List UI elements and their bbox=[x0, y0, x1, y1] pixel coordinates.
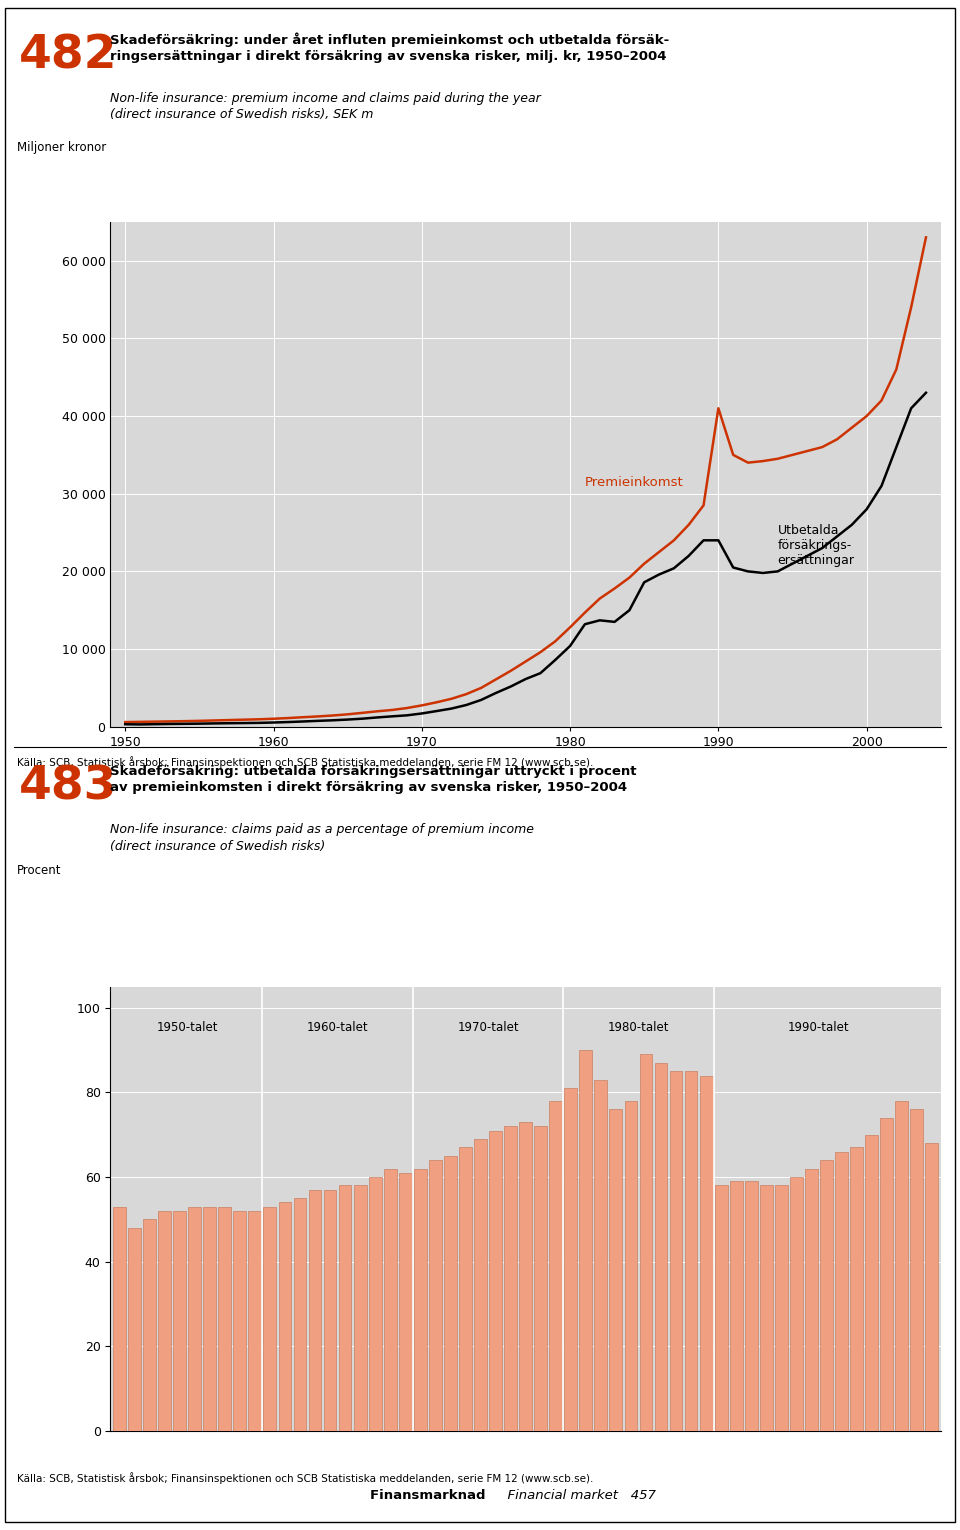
Bar bbox=[519, 1121, 532, 1431]
Text: Utbetalda
försäkrings-
ersättningar: Utbetalda försäkrings- ersättningar bbox=[778, 523, 854, 566]
Bar bbox=[865, 1135, 878, 1431]
Bar bbox=[414, 1169, 426, 1431]
Bar bbox=[353, 1186, 367, 1431]
Text: Skadeförsäkring: under året influten premieinkomst och utbetalda försäk-
ringser: Skadeförsäkring: under året influten pre… bbox=[110, 32, 670, 63]
Bar bbox=[820, 1160, 833, 1431]
Text: 482: 482 bbox=[19, 34, 118, 78]
Bar bbox=[369, 1177, 381, 1431]
Bar bbox=[308, 1190, 322, 1431]
Bar bbox=[745, 1181, 757, 1431]
Bar bbox=[429, 1160, 442, 1431]
Bar bbox=[489, 1131, 502, 1431]
Bar bbox=[730, 1181, 743, 1431]
Bar bbox=[670, 1071, 683, 1431]
Bar bbox=[218, 1207, 231, 1431]
Bar bbox=[158, 1210, 171, 1431]
Bar bbox=[775, 1186, 788, 1431]
Bar bbox=[263, 1207, 276, 1431]
Bar bbox=[715, 1186, 728, 1431]
Bar bbox=[233, 1210, 246, 1431]
Bar bbox=[444, 1155, 457, 1431]
Bar bbox=[128, 1227, 141, 1431]
Bar bbox=[610, 1109, 622, 1431]
Bar bbox=[880, 1118, 893, 1431]
Bar bbox=[700, 1076, 712, 1431]
Text: 1970-talet: 1970-talet bbox=[457, 1021, 518, 1034]
Text: 1960-talet: 1960-talet bbox=[307, 1021, 369, 1034]
Bar bbox=[535, 1126, 547, 1431]
Text: Premieinkomst: Premieinkomst bbox=[585, 476, 684, 490]
Text: Finansmarknad: Finansmarknad bbox=[370, 1490, 499, 1502]
Text: 1980-talet: 1980-talet bbox=[608, 1021, 669, 1034]
Bar bbox=[896, 1102, 908, 1431]
Bar bbox=[549, 1102, 563, 1431]
Bar bbox=[204, 1207, 216, 1431]
Bar bbox=[188, 1207, 201, 1431]
Text: Källa: SCB, Statistisk årsbok; Finansinspektionen och SCB Statistiska meddelande: Källa: SCB, Statistisk årsbok; Finansins… bbox=[17, 1472, 593, 1484]
Bar bbox=[564, 1088, 577, 1431]
Bar bbox=[925, 1143, 938, 1431]
Bar bbox=[249, 1210, 261, 1431]
Text: Financial market   457: Financial market 457 bbox=[499, 1490, 656, 1502]
Bar bbox=[173, 1210, 186, 1431]
Bar bbox=[805, 1169, 818, 1431]
Text: 483: 483 bbox=[19, 765, 117, 809]
Bar bbox=[113, 1207, 126, 1431]
Bar bbox=[504, 1126, 516, 1431]
Bar bbox=[294, 1198, 306, 1431]
Bar bbox=[474, 1138, 487, 1431]
Bar bbox=[384, 1169, 396, 1431]
Text: Källa: SCB, Statistisk årsbok; Finansinspektionen och SCB Statistiska meddelande: Källa: SCB, Statistisk årsbok; Finansins… bbox=[17, 756, 593, 768]
Bar bbox=[339, 1186, 351, 1431]
Bar bbox=[580, 1050, 592, 1431]
Text: 1950-talet: 1950-talet bbox=[156, 1021, 218, 1034]
Bar bbox=[324, 1190, 336, 1431]
Bar bbox=[684, 1071, 698, 1431]
Bar bbox=[835, 1152, 848, 1431]
Bar bbox=[851, 1148, 863, 1431]
Bar bbox=[760, 1186, 773, 1431]
Text: Non-life insurance: premium income and claims paid during the year
(direct insur: Non-life insurance: premium income and c… bbox=[110, 92, 541, 121]
Bar bbox=[790, 1177, 803, 1431]
Bar bbox=[639, 1054, 653, 1431]
Text: 1990-talet: 1990-talet bbox=[788, 1021, 850, 1034]
Text: Non-life insurance: claims paid as a percentage of premium income
(direct insura: Non-life insurance: claims paid as a per… bbox=[110, 823, 535, 852]
Bar bbox=[143, 1219, 156, 1431]
Bar bbox=[459, 1148, 471, 1431]
Text: Miljoner kronor: Miljoner kronor bbox=[17, 141, 107, 153]
Bar bbox=[910, 1109, 924, 1431]
Bar bbox=[625, 1102, 637, 1431]
Bar bbox=[278, 1203, 291, 1431]
Bar bbox=[594, 1080, 608, 1431]
Text: Procent: Procent bbox=[17, 864, 61, 877]
Text: Skadeförsäkring: utbetalda försäkringsersättningar uttryckt i procent
av premiei: Skadeförsäkring: utbetalda försäkringser… bbox=[110, 765, 636, 794]
Bar bbox=[398, 1174, 412, 1431]
Bar bbox=[655, 1063, 667, 1431]
